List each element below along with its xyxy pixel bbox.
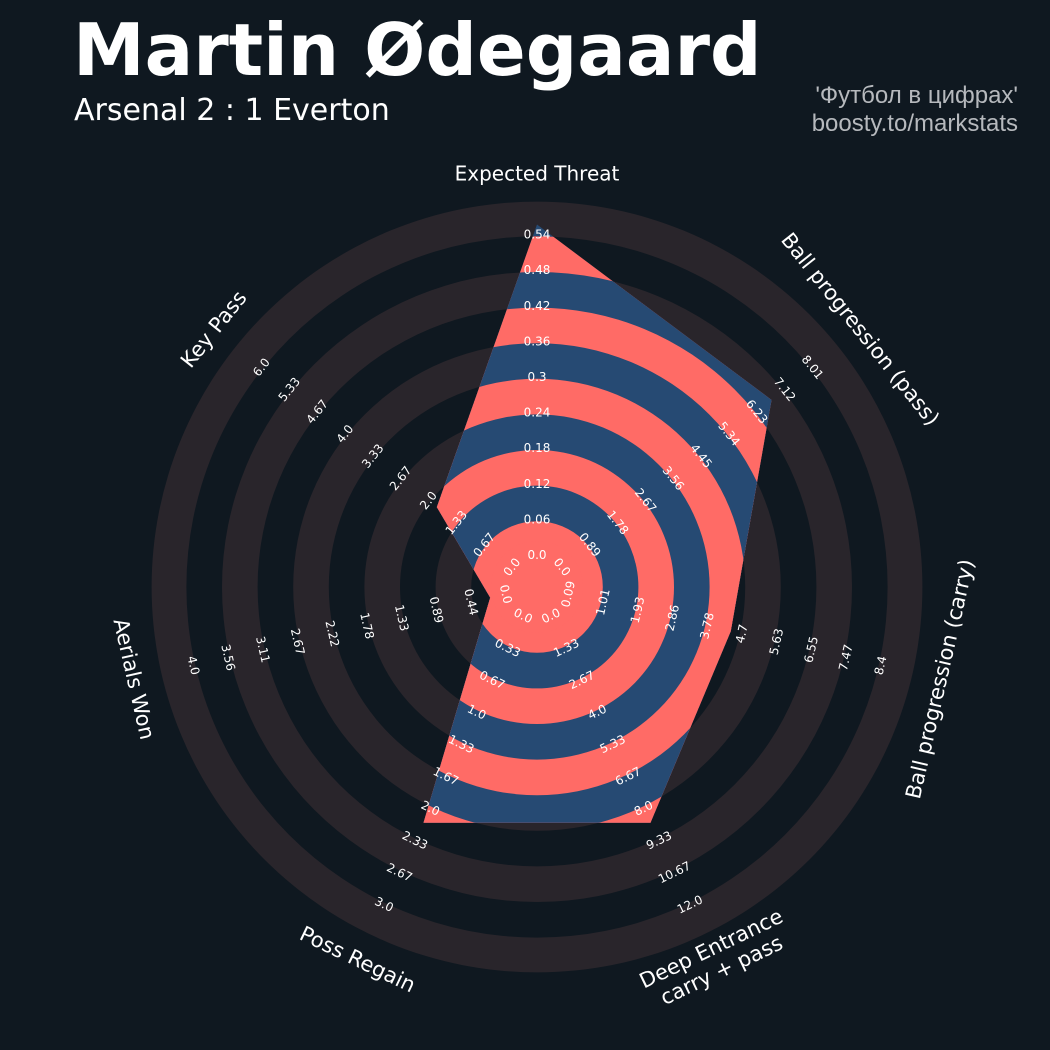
tick-label: 0.06 — [524, 512, 551, 526]
tick-label: 3.56 — [218, 643, 238, 672]
tick-label: 1.01 — [593, 587, 613, 616]
tick-label: 6.55 — [801, 635, 821, 664]
tick-label: 3.11 — [253, 635, 273, 664]
tick-label: 3.78 — [697, 611, 717, 640]
tick-label: 1.33 — [392, 603, 412, 632]
tick-label: 0.12 — [524, 477, 551, 491]
tick-label: 0.09 — [558, 580, 578, 609]
tick-label: 0.54 — [524, 228, 551, 242]
tick-label: 7.47 — [836, 643, 856, 672]
tick-label: 8.4 — [872, 655, 890, 677]
player-name-title: Martin Ødegaard — [73, 8, 762, 92]
tick-label: 1.93 — [628, 595, 648, 624]
tick-label: 5.63 — [767, 627, 787, 656]
tick-label: 0.0 — [527, 548, 546, 562]
match-subtitle: Arsenal 2 : 1 Everton — [74, 93, 390, 128]
tick-label: 4.0 — [184, 655, 202, 677]
tick-label: 0.42 — [524, 299, 551, 313]
tick-label: 1.78 — [357, 611, 377, 640]
parameter-label-line: Aerials Won — [109, 616, 160, 742]
parameter-label: Expected Threat — [455, 162, 620, 186]
tick-label: 0.3 — [527, 370, 546, 384]
tick-label: 0.48 — [524, 263, 551, 277]
credit-line-1: 'Футбол в цифрах' — [815, 82, 1018, 109]
tick-label: 0.44 — [461, 587, 481, 616]
tick-label: 0.36 — [524, 334, 551, 348]
tick-label: 2.86 — [663, 603, 683, 632]
tick-label: 0.0 — [497, 583, 515, 605]
tick-label: 0.18 — [524, 441, 551, 455]
center-disc — [491, 541, 583, 633]
tick-label: 2.67 — [288, 627, 308, 656]
parameter-label: Aerials Won — [109, 616, 160, 742]
credit-line-2: boosty.to/markstats — [811, 110, 1018, 137]
tick-label: 0.89 — [427, 595, 447, 624]
parameter-label-line: Expected Threat — [455, 162, 620, 186]
tick-label: 2.22 — [322, 619, 342, 648]
tick-label: 0.24 — [524, 406, 551, 420]
tick-label: 4.7 — [733, 623, 751, 645]
